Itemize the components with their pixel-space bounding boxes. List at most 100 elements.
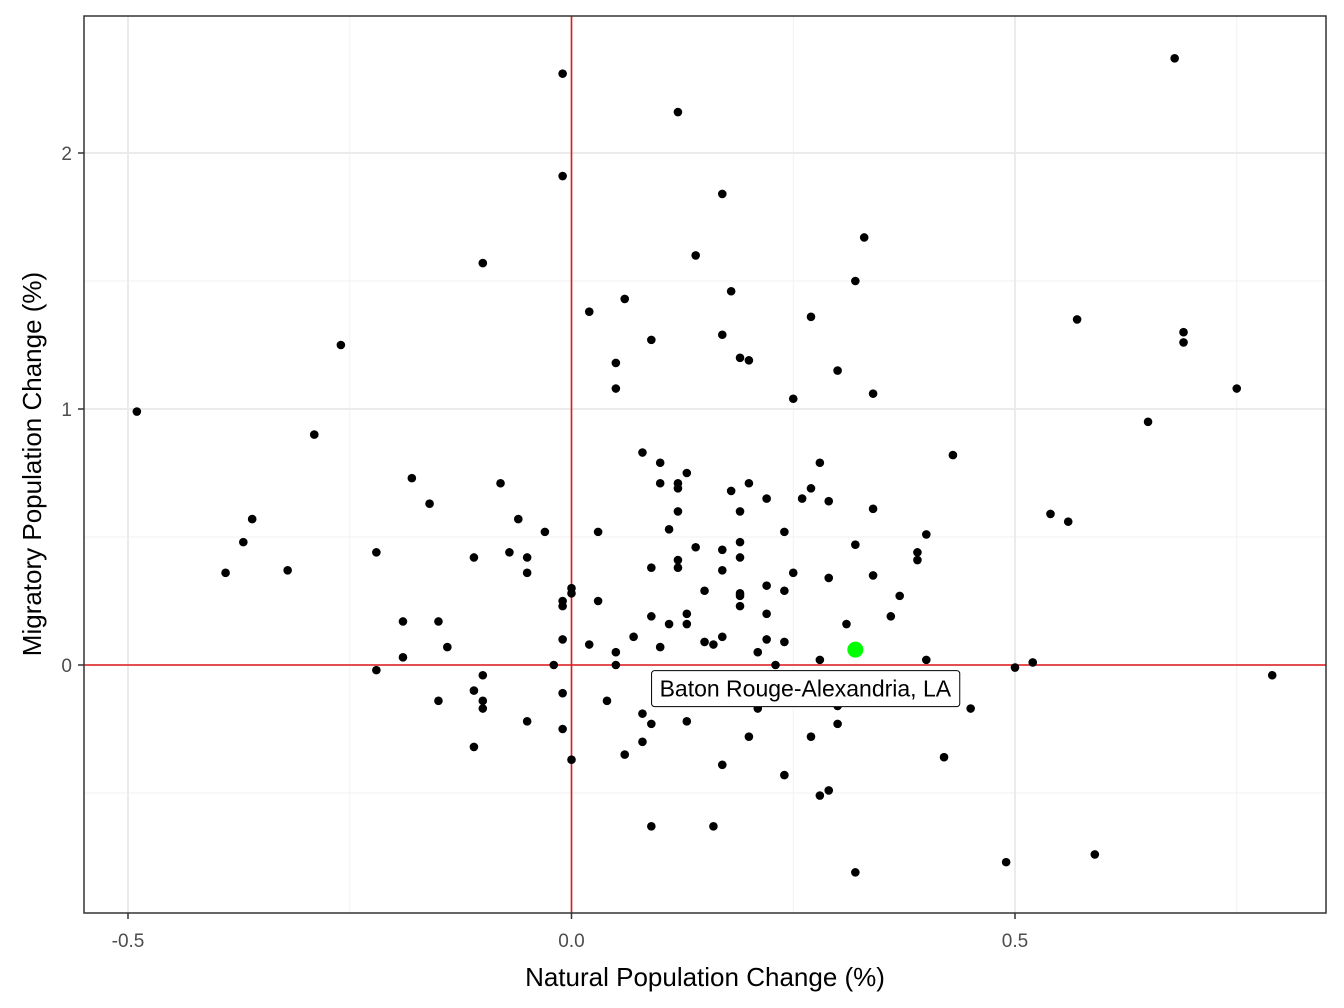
scatter-point <box>868 571 878 580</box>
scatter-point <box>620 750 630 759</box>
scatter-point <box>735 601 745 611</box>
scatter-point <box>797 494 807 503</box>
scatter-point <box>398 653 408 662</box>
scatter-point <box>558 635 567 644</box>
scatter-point <box>735 507 745 516</box>
scatter-point <box>1028 658 1038 667</box>
scatter-point <box>815 791 825 800</box>
scatter-point <box>735 353 745 363</box>
scatter-point <box>425 499 434 509</box>
scatter-point <box>682 717 692 726</box>
scatter-point <box>132 407 142 416</box>
minor-gridlines <box>84 16 1326 913</box>
scatter-point <box>859 233 869 242</box>
scatter-point <box>602 696 612 706</box>
scatter-point <box>611 358 621 368</box>
scatter-point <box>398 617 408 626</box>
scatter-point <box>1001 857 1011 867</box>
scatter-point <box>833 719 842 729</box>
scatter-point <box>717 632 727 642</box>
scatter-point <box>478 670 488 680</box>
scatter-point <box>868 389 878 398</box>
scatter-point <box>1046 509 1055 519</box>
scatter-point <box>780 770 789 780</box>
panel-background <box>84 16 1326 913</box>
scatter-point <box>851 868 860 877</box>
scatter-point <box>726 486 736 496</box>
scatter-point <box>762 494 771 503</box>
scatter-point <box>434 696 443 706</box>
scatter-point <box>673 107 683 117</box>
scatter-point <box>700 586 709 596</box>
scatter-point <box>717 760 727 770</box>
scatter-point <box>673 555 683 565</box>
scatter-point <box>664 619 674 629</box>
scatter-point <box>584 307 594 317</box>
scatter-point <box>1179 327 1188 337</box>
scatter-point <box>744 478 754 488</box>
scatter-point <box>647 563 656 573</box>
scatter-point <box>709 821 718 831</box>
scatter-point <box>673 507 683 516</box>
scatter-point <box>1010 663 1020 672</box>
scatter-point <box>522 553 532 562</box>
scatter-point <box>673 563 683 573</box>
scatter-point <box>1143 417 1153 427</box>
scatter-point <box>1063 517 1073 526</box>
scatter-point <box>815 655 825 665</box>
scatter-point <box>647 612 656 621</box>
scatter-point <box>638 709 647 718</box>
scatter-point <box>682 609 692 619</box>
scatter-point <box>239 537 248 547</box>
scatter-point <box>221 568 230 578</box>
scatter-point <box>806 484 816 493</box>
scatter-point <box>895 591 904 601</box>
scatter-point <box>372 665 381 675</box>
scatter-point <box>567 755 576 765</box>
scatter-point <box>851 540 860 549</box>
scatter-point <box>638 737 647 747</box>
scatter-point <box>806 312 816 322</box>
scatter-point <box>655 458 665 468</box>
scatter-point <box>851 276 860 286</box>
scatter-point <box>478 696 488 706</box>
scatter-point <box>753 647 763 657</box>
scatter-point <box>443 642 452 652</box>
panel-border <box>83 15 1327 914</box>
scatter-point <box>496 478 505 488</box>
scatter-point <box>913 548 922 557</box>
scatter-point <box>682 468 692 478</box>
scatter-point <box>558 601 567 611</box>
scatter-point <box>283 565 292 575</box>
scatter-point <box>558 171 567 181</box>
scatter-point <box>611 660 621 670</box>
highlight-group: Baton Rouge-Alexandria, LA <box>651 641 961 708</box>
scatter-point <box>824 573 834 583</box>
scatter-point <box>913 555 922 565</box>
scatter-point <box>1179 338 1188 347</box>
scatter-point <box>478 258 488 268</box>
scatter-point <box>717 565 727 575</box>
scatter-point <box>407 473 417 483</box>
x-tick-label: 0.5 <box>1002 931 1028 952</box>
scatter-point <box>505 548 514 557</box>
scatter-point <box>762 581 771 590</box>
scatter-point <box>673 484 683 493</box>
x-axis: -0.5 0.0 0.5 <box>112 913 1028 952</box>
scatter-point <box>567 589 576 598</box>
scatter-point <box>717 189 727 199</box>
scatter-point <box>806 732 816 741</box>
scatter-point <box>620 294 630 304</box>
scatter-point <box>771 660 780 670</box>
scatter-point <box>522 717 532 726</box>
scatter-point <box>655 478 665 488</box>
scatter-point <box>478 704 488 713</box>
scatter-point <box>469 742 479 752</box>
scatter-point <box>788 568 798 578</box>
scatter-point <box>540 527 550 537</box>
y-tick-label: 1 <box>61 400 72 421</box>
scatter-point <box>788 394 798 404</box>
scatter-point <box>309 430 319 439</box>
scatter-point <box>762 609 771 619</box>
